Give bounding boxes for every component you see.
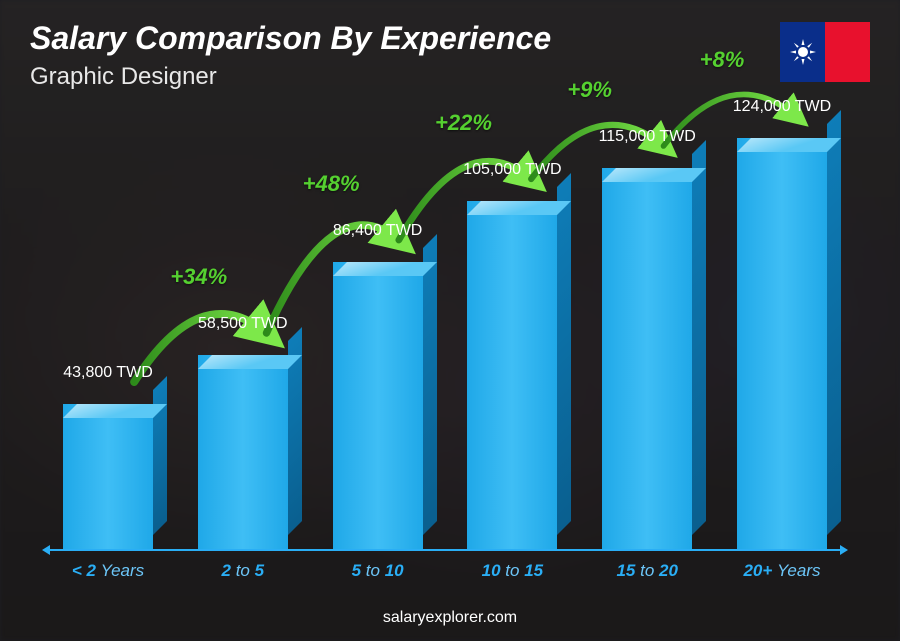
bar-group: 124,000 TWD xyxy=(722,138,842,549)
growth-pct-label: +48% xyxy=(303,171,360,197)
page-title: Salary Comparison By Experience xyxy=(30,20,551,57)
bar xyxy=(333,262,423,549)
salary-chart: 43,800 TWD58,500 TWD86,400 TWD105,000 TW… xyxy=(40,101,850,581)
bar-value-label: 115,000 TWD xyxy=(577,128,717,146)
growth-pct-label: +22% xyxy=(435,110,492,136)
bar-value-label: 43,800 TWD xyxy=(38,364,178,382)
x-axis-label: 15 to 20 xyxy=(587,561,707,581)
x-axis-label: < 2 Years xyxy=(48,561,168,581)
bar-group: 115,000 TWD xyxy=(587,168,707,549)
bar-group: 86,400 TWD xyxy=(318,262,438,549)
x-axis-label: 2 to 5 xyxy=(183,561,303,581)
header: Salary Comparison By Experience Graphic … xyxy=(30,20,551,91)
x-axis-label: 5 to 10 xyxy=(318,561,438,581)
growth-pct-label: +8% xyxy=(700,47,745,73)
bar xyxy=(63,404,153,549)
bar-value-label: 105,000 TWD xyxy=(442,161,582,179)
x-axis-label: 20+ Years xyxy=(722,561,842,581)
bar xyxy=(467,201,557,549)
bar-group: 105,000 TWD xyxy=(452,201,572,549)
growth-pct-label: +34% xyxy=(170,264,227,290)
bar-value-label: 58,500 TWD xyxy=(173,315,313,333)
bar xyxy=(198,355,288,549)
bar-group: 43,800 TWD xyxy=(48,404,168,549)
taiwan-flag-icon xyxy=(780,22,870,82)
bar-value-label: 124,000 TWD xyxy=(712,98,852,116)
x-axis-line xyxy=(48,549,842,551)
footer-source: salaryexplorer.com xyxy=(0,609,900,627)
x-axis-label: 10 to 15 xyxy=(452,561,572,581)
growth-pct-label: +9% xyxy=(567,77,612,103)
bar xyxy=(602,168,692,549)
x-labels-container: < 2 Years 2 to 5 5 to 10 10 to 15 15 to 20 20… xyxy=(40,561,850,581)
bar-group: 58,500 TWD xyxy=(183,355,303,549)
bar xyxy=(737,138,827,549)
bar-value-label: 86,400 TWD xyxy=(308,222,448,240)
bars-container: 43,800 TWD58,500 TWD86,400 TWD105,000 TW… xyxy=(40,138,850,549)
page-subtitle: Graphic Designer xyxy=(30,63,551,91)
